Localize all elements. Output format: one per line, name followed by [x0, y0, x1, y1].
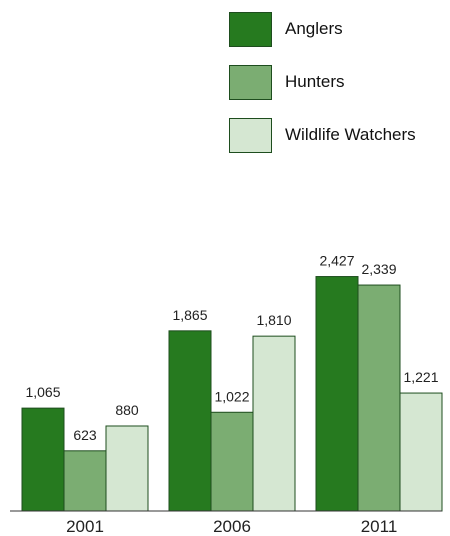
legend-swatch-hunters: [229, 65, 272, 100]
data-label-wildlife-watchers-2001: 880: [115, 402, 139, 418]
bar-anglers-2006: [168, 330, 212, 512]
legend-label-hunters: Hunters: [285, 72, 345, 91]
data-label-wildlife-watchers-2011: 1,221: [403, 369, 438, 385]
bar-wildlife-watchers-2011: [399, 392, 443, 512]
x-tick-label-2001: 2001: [66, 517, 104, 536]
bar-anglers-2001: [21, 407, 65, 512]
legend-swatch-wildlife-watchers: [229, 118, 272, 153]
data-label-hunters-2001: 623: [73, 427, 97, 443]
x-tick-labels-layer: 2001 2006 2011: [66, 517, 397, 536]
bars-layer: [21, 276, 443, 512]
legend-label-wildlife-watchers: Wildlife Watchers: [285, 125, 416, 144]
data-label-anglers-2006: 1,865: [172, 307, 207, 323]
data-label-wildlife-watchers-2006: 1,810: [256, 312, 291, 328]
data-label-hunters-2006: 1,022: [214, 388, 249, 404]
bar-hunters-2011: [357, 284, 401, 512]
x-tick-label-2006: 2006: [213, 517, 251, 536]
bar-wildlife-watchers-2001: [105, 425, 149, 512]
bar-hunters-2006: [210, 411, 254, 512]
legend-label-anglers: Anglers: [285, 19, 343, 38]
data-label-anglers-2001: 1,065: [25, 384, 60, 400]
bar-hunters-2001: [63, 450, 107, 512]
data-label-hunters-2011: 2,339: [361, 261, 396, 277]
bar-wildlife-watchers-2006: [252, 335, 296, 512]
x-tick-label-2011: 2011: [361, 517, 398, 536]
value-labels-layer: 1,065 623 880 1,865 1,022 1,810 2,427 2,339 1,22…: [25, 253, 438, 443]
bar-anglers-2011: [315, 276, 359, 512]
legend-swatch-anglers: [229, 12, 272, 47]
data-label-anglers-2011: 2,427: [319, 253, 354, 269]
